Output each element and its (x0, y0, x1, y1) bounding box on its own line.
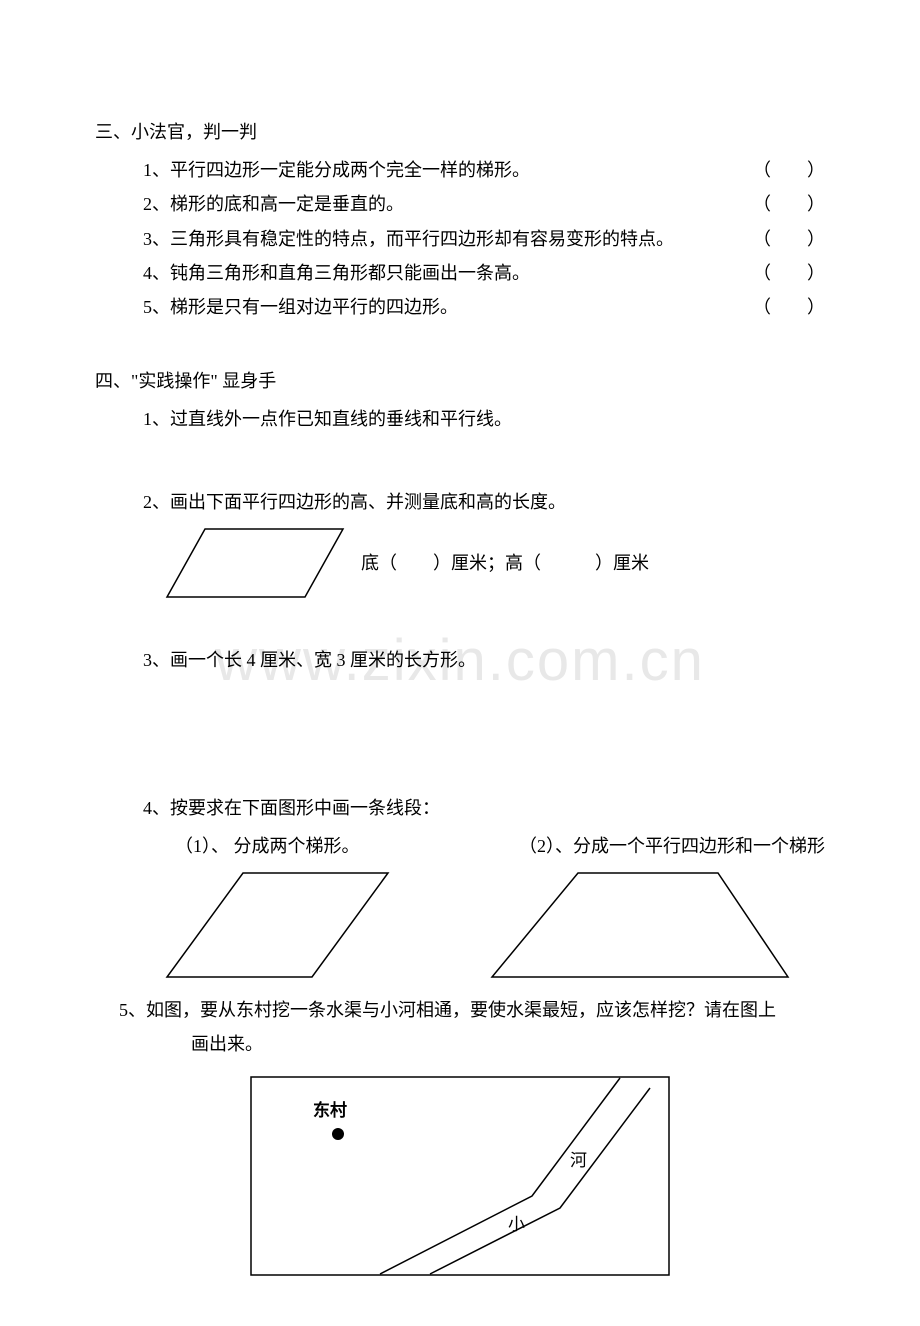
section4-title: 四、"实践操作" 显身手 (95, 364, 825, 398)
s3-q2-text: 2、梯形的底和高一定是垂直的。 (143, 187, 753, 221)
s3-q5-paren: （ ） (753, 290, 825, 324)
s3-q4-paren: （ ） (753, 256, 825, 290)
s3-q1-text: 1、平行四边形一定能分成两个完全一样的梯形。 (143, 153, 753, 187)
river-svg: 东村 河 小 (250, 1076, 670, 1276)
river-char-xiao: 小 (508, 1215, 525, 1234)
s4-q4-shapes (95, 871, 825, 979)
s3-q2-paren: （ ） (753, 187, 825, 221)
s4-q5: 5、如图，要从东村挖一条水渠与小河相通，要使水渠最短，应该怎样挖？请在图上 画出… (95, 993, 825, 1061)
s4-q4-sub2: （2）、分成一个平行四边形和一个梯形 (519, 829, 825, 863)
s3-q5: 5、梯形是只有一组对边平行的四边形。 （ ） (95, 290, 825, 324)
s3-q4: 4、钝角三角形和直角三角形都只能画出一条高。 （ ） (95, 256, 825, 290)
s4-q3: 3、画一个长 4 厘米、宽 3 厘米的长方形。 (95, 643, 825, 677)
s4-q5-line2: 画出来。 (119, 1027, 825, 1061)
s3-q1-paren: （ ） (753, 153, 825, 187)
s3-q2: 2、梯形的底和高一定是垂直的。 （ ） (95, 187, 825, 221)
s4-q2: 2、画出下面平行四边形的高、并测量底和高的长度。 (95, 485, 825, 519)
river-char-he: 河 (570, 1151, 587, 1170)
s3-q1: 1、平行四边形一定能分成两个完全一样的梯形。 （ ） (95, 153, 825, 187)
section3-title: 三、小法官，判一判 (95, 115, 825, 149)
s3-q5-text: 5、梯形是只有一组对边平行的四边形。 (143, 290, 753, 324)
s4-q1: 1、过直线外一点作已知直线的垂线和平行线。 (95, 402, 825, 436)
parallelogram-task4 (165, 871, 390, 979)
village-label: 东村 (313, 1100, 347, 1120)
village-dot-icon (332, 1128, 344, 1140)
s4-q2-figure-row: 底（ ）厘米；高（ ）厘米 (95, 527, 825, 599)
s4-q4-subs: （1）、 分成两个梯形。 （2）、分成一个平行四边形和一个梯形 (95, 829, 825, 863)
parallelogram-small (165, 527, 345, 599)
trapezoid-task4 (490, 871, 790, 979)
s4-q5-line1: 5、如图，要从东村挖一条水渠与小河相通，要使水渠最短，应该怎样挖？请在图上 (119, 993, 825, 1027)
s3-q3-paren: （ ） (753, 222, 825, 256)
s4-q4-sub1: （1）、 分成两个梯形。 (175, 829, 360, 863)
river-line-2 (430, 1088, 650, 1274)
s4-q4: 4、按要求在下面图形中画一条线段： (95, 791, 825, 825)
s3-q3: 3、三角形具有稳定性的特点，而平行四边形却有容易变形的特点。 （ ） (95, 222, 825, 256)
s3-q3-text: 3、三角形具有稳定性的特点，而平行四边形却有容易变形的特点。 (143, 222, 753, 256)
river-diagram: 东村 河 小 (95, 1076, 825, 1276)
s4-q2-fill: 底（ ）厘米；高（ ）厘米 (361, 546, 649, 580)
s3-q4-text: 4、钝角三角形和直角三角形都只能画出一条高。 (143, 256, 753, 290)
